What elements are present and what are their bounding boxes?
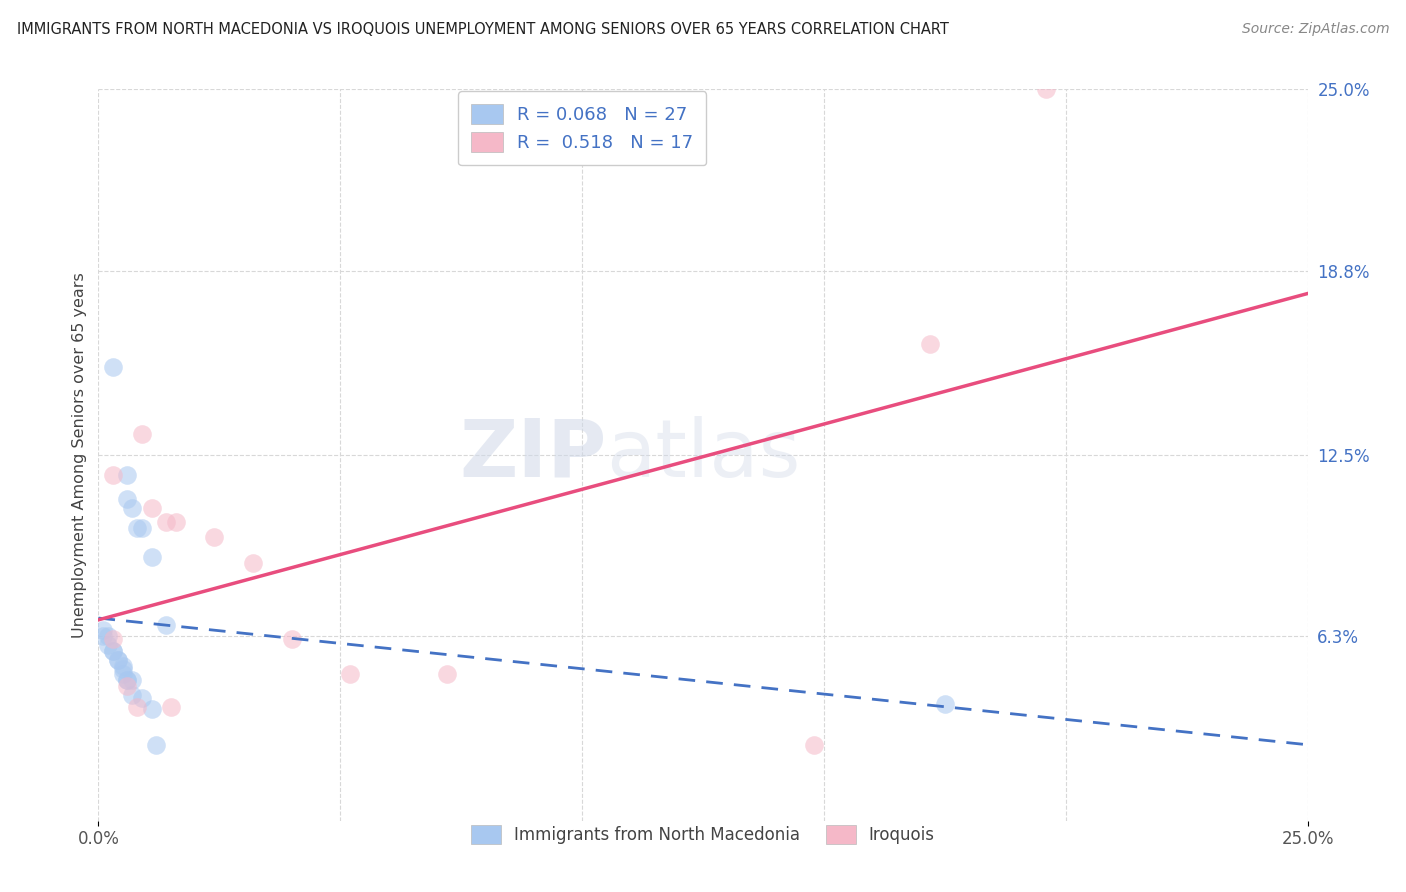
Point (920, 336, 942, 351)
Point (101, 468, 124, 483)
Point (117, 679, 139, 693)
Point (155, 617, 177, 632)
Point (204, 530, 226, 544)
Point (111, 667, 134, 681)
Point (121, 500, 143, 515)
Point (101, 360, 124, 375)
Point (165, 515, 187, 529)
Point (97, 629, 120, 643)
Point (101, 632, 124, 647)
Point (141, 702, 163, 716)
Point (101, 644, 124, 658)
Point (803, 738, 825, 752)
Point (127, 699, 149, 714)
Point (117, 468, 139, 483)
Point (127, 521, 149, 535)
Point (145, 738, 167, 752)
Point (117, 673, 139, 688)
Point (91, 624, 114, 638)
Point (117, 673, 139, 688)
Text: atlas: atlas (606, 416, 800, 494)
Legend: Immigrants from North Macedonia, Iroquois: Immigrants from North Macedonia, Iroquoi… (463, 816, 943, 853)
Point (117, 491, 139, 506)
Point (339, 667, 361, 681)
Point (160, 699, 183, 714)
Point (281, 632, 304, 647)
Y-axis label: Unemployment Among Seniors over 65 years: Unemployment Among Seniors over 65 years (72, 272, 87, 638)
Point (131, 521, 153, 535)
Point (111, 658, 134, 673)
Point (91, 629, 114, 643)
Point (131, 427, 153, 442)
Point (141, 550, 163, 565)
Point (97, 638, 120, 652)
Text: IMMIGRANTS FROM NORTH MACEDONIA VS IROQUOIS UNEMPLOYMENT AMONG SENIORS OVER 65 Y: IMMIGRANTS FROM NORTH MACEDONIA VS IROQU… (17, 22, 949, 37)
Point (121, 673, 143, 688)
Text: ZIP: ZIP (458, 416, 606, 494)
Point (242, 556, 264, 570)
Point (155, 515, 177, 529)
Point (107, 653, 129, 667)
Point (101, 644, 124, 658)
Text: Source: ZipAtlas.com: Source: ZipAtlas.com (1241, 22, 1389, 37)
Point (107, 653, 129, 667)
Point (131, 690, 153, 705)
Point (1035, 82, 1057, 96)
Point (111, 661, 134, 675)
Point (141, 500, 163, 515)
Point (436, 667, 458, 681)
Point (934, 697, 956, 711)
Point (121, 688, 143, 702)
